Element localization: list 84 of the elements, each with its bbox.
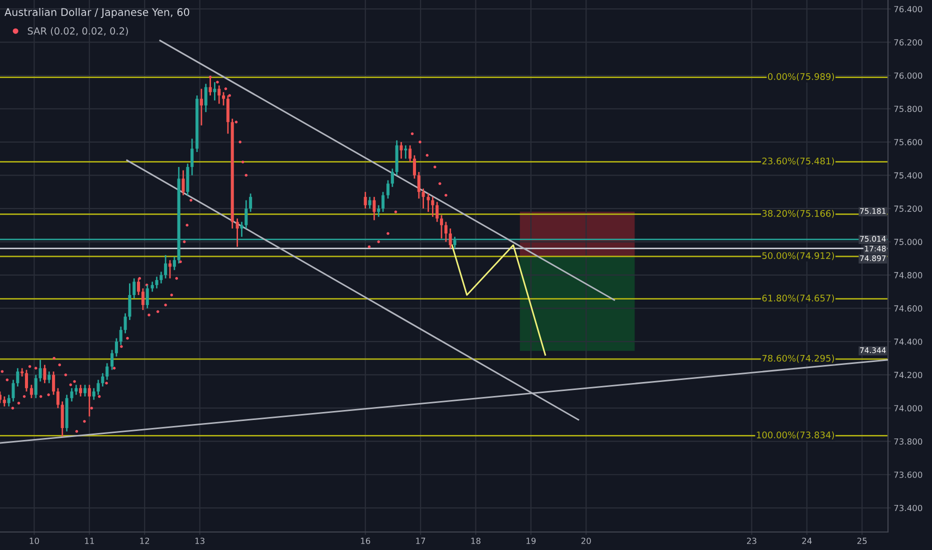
point <box>182 240 186 244</box>
x-tick-label: 16 <box>360 538 370 544</box>
y-tick-label: 73.600 <box>894 472 922 478</box>
y-tick-label: 76.000 <box>894 72 922 79</box>
y-tick-label: 75.400 <box>894 172 922 179</box>
point <box>34 366 38 370</box>
x-tick-label: 23 <box>746 538 756 544</box>
point <box>434 166 436 168</box>
y-tick-label: 74.200 <box>894 372 922 378</box>
point <box>47 393 50 396</box>
point <box>438 182 442 185</box>
point <box>98 395 101 398</box>
point <box>22 395 26 398</box>
x-tick-label: 18 <box>471 538 480 544</box>
point <box>28 365 32 368</box>
point <box>224 87 228 90</box>
point <box>69 383 72 386</box>
point <box>105 382 108 385</box>
point <box>186 224 188 227</box>
ref-line-label: 0.00%(75.989) <box>768 72 834 82</box>
point <box>244 174 248 177</box>
point <box>39 395 42 398</box>
point <box>238 140 242 144</box>
point <box>228 94 231 97</box>
x-tick-label: 25 <box>857 538 867 544</box>
point <box>148 314 150 316</box>
ref-line-label: 78.60%(74.295) <box>762 354 834 363</box>
y-tick-label: 74.600 <box>894 305 922 312</box>
point <box>11 406 14 410</box>
point <box>6 378 9 382</box>
point <box>17 402 20 405</box>
ref-line-label: 50.00%(74.912) <box>762 252 834 260</box>
ref-line-label: 38.20%(75.166) <box>762 210 834 218</box>
y-tick-label: 76.400 <box>894 6 922 12</box>
x-tick-label: 24 <box>802 538 812 544</box>
y-tick-label: 74.400 <box>894 338 922 345</box>
point <box>64 373 68 376</box>
x-tick-label: 19 <box>526 538 536 544</box>
point <box>0 370 4 373</box>
point <box>368 245 371 248</box>
ref-line-label: 23.60%(75.481) <box>762 157 834 166</box>
x-tick-label: 17 <box>416 538 426 544</box>
text: Australian Dollar / Japanese Yen, 60 <box>4 8 190 18</box>
legend-label: SAR (0.02, 0.02, 0.2) <box>28 27 128 36</box>
point <box>175 277 178 280</box>
y-tick-label: 74.800 <box>894 272 922 278</box>
point <box>377 240 380 244</box>
point <box>83 420 86 423</box>
point <box>52 356 56 360</box>
point <box>426 154 429 157</box>
x-tick-label: 20 <box>581 538 591 544</box>
x-tick-label: 13 <box>195 538 204 544</box>
point <box>190 198 192 202</box>
point <box>394 210 398 214</box>
point <box>216 80 219 84</box>
point <box>112 366 116 370</box>
ref-line-label: 100.00%(73.834) <box>756 431 834 440</box>
point <box>164 304 167 306</box>
point <box>170 294 174 296</box>
point <box>410 132 414 136</box>
point <box>241 160 244 164</box>
x-tick-label: 10 <box>30 538 39 544</box>
point <box>444 194 448 197</box>
y-tick-label: 73.800 <box>894 438 922 445</box>
point <box>386 232 390 235</box>
y-tick-label: 74.000 <box>894 405 922 412</box>
point <box>73 380 76 383</box>
point <box>418 140 422 144</box>
point <box>75 430 78 433</box>
point <box>90 406 94 410</box>
point <box>126 336 129 340</box>
y-tick-label: 75.200 <box>894 206 922 212</box>
y-tick-label: 75.000 <box>894 238 922 246</box>
x-tick-label: 12 <box>140 538 150 544</box>
point <box>156 310 160 314</box>
ref-line-label: 61.80%(74.657) <box>762 294 834 303</box>
y-tick-label: 75.800 <box>894 106 922 112</box>
point <box>58 363 61 366</box>
point <box>120 345 123 348</box>
x-tick-label: 11 <box>85 538 94 544</box>
y-tick-label: 76.200 <box>894 39 922 46</box>
y-tick-label: 73.400 <box>894 504 922 512</box>
point <box>234 120 238 124</box>
y-tick-label: 75.600 <box>894 139 922 146</box>
